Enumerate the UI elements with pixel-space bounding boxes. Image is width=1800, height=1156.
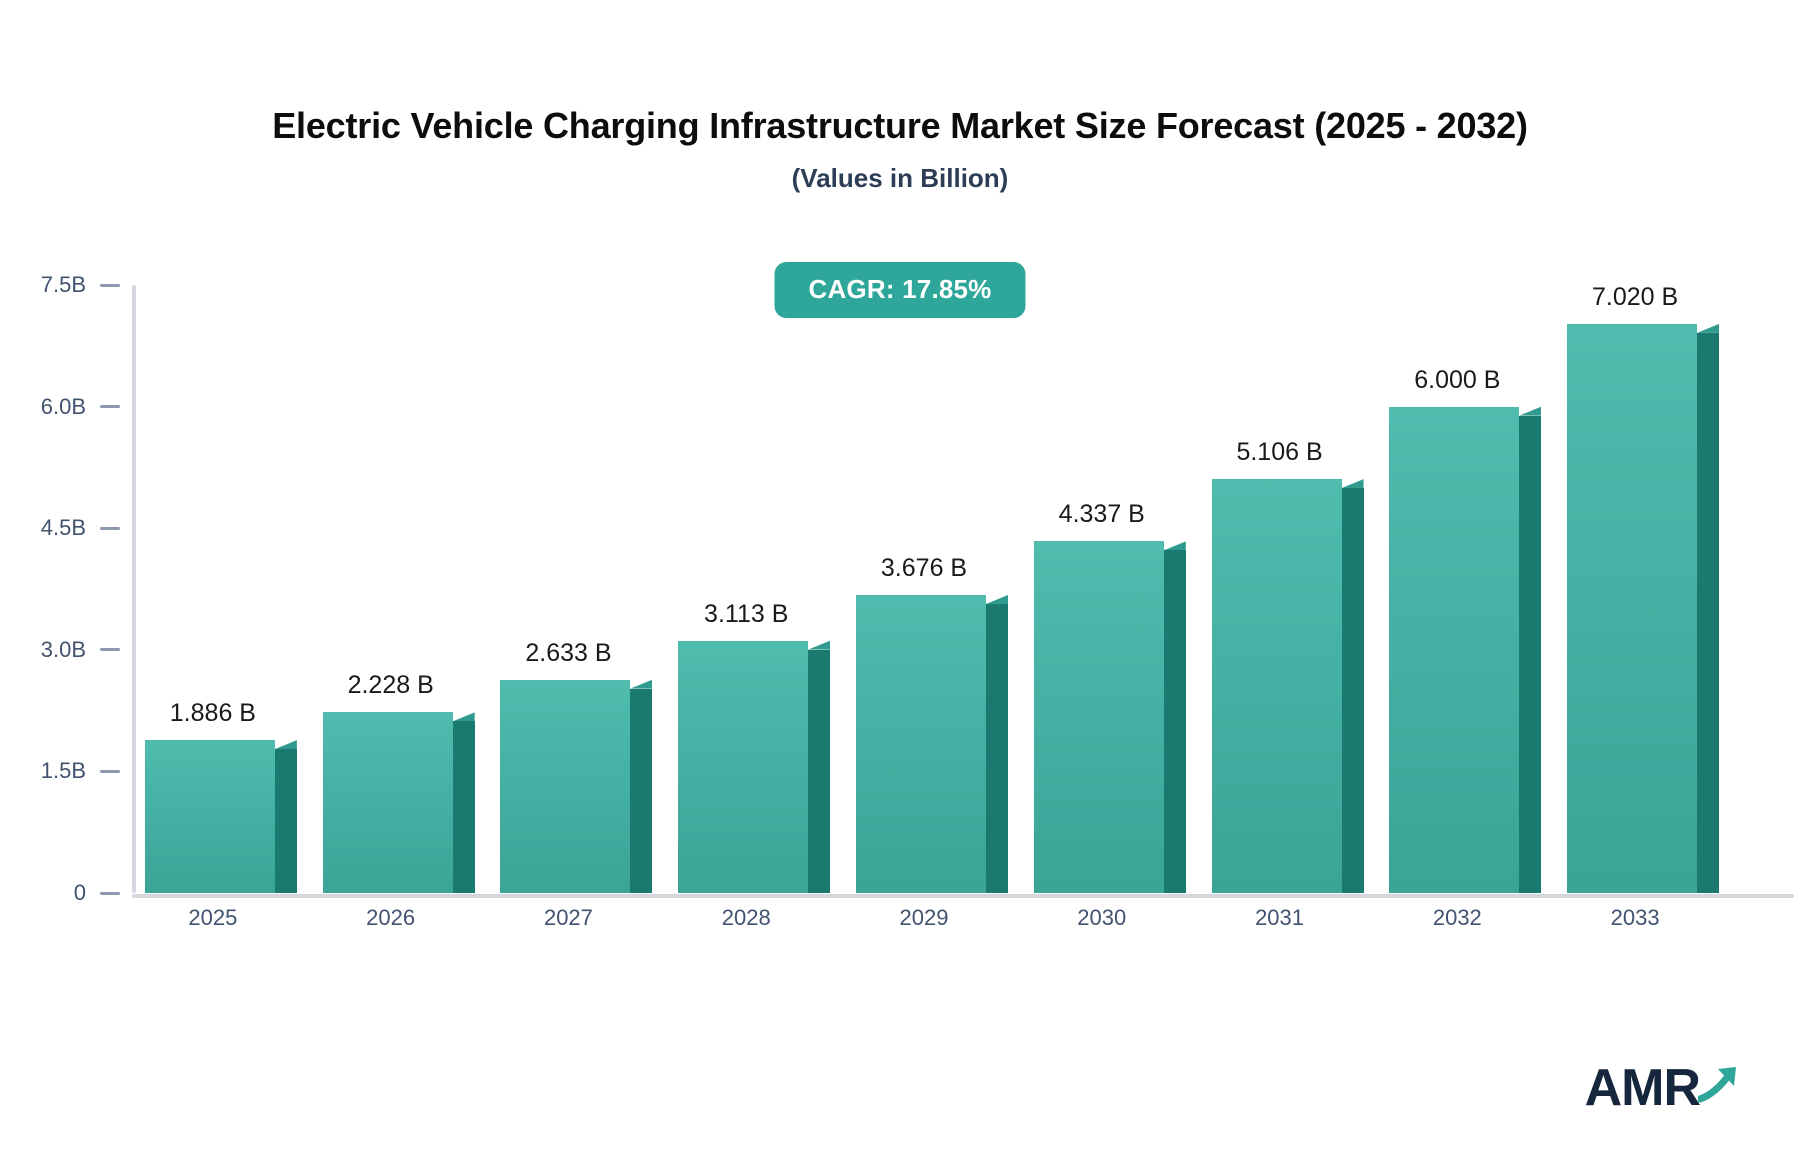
bar-top-face [1519, 406, 1542, 416]
y-axis-tick-dash [100, 405, 120, 409]
bar-shape [144, 740, 297, 893]
bar-side-face [630, 688, 653, 893]
bar-value-label: 2.228 B [347, 671, 434, 700]
bar-shape [856, 595, 1008, 893]
bar-item[interactable]: 2.228 B [322, 652, 475, 893]
x-axis-tick-label: 2029 [899, 905, 949, 930]
y-axis-tick-label: 7.5B [40, 272, 86, 297]
y-axis-tick: 3.0B [41, 637, 132, 663]
bar-top-face [1341, 479, 1364, 489]
x-axis-tick-label: 2032 [1432, 905, 1482, 930]
bar-front-face [1033, 541, 1164, 893]
bar-value-label: 6.000 B [1414, 365, 1501, 394]
y-axis-tick-dash [100, 648, 120, 652]
bar-shape [500, 679, 653, 893]
bar-shape [1033, 541, 1186, 893]
logo-text: AMR [1584, 1059, 1701, 1117]
bar-value-label: 2.633 B [525, 638, 612, 667]
bar-side-face [1519, 415, 1542, 893]
bar-top-face [452, 712, 475, 722]
x-axis-line [132, 894, 1794, 898]
x-axis-tick-label: 2025 [188, 905, 238, 930]
y-axis-tick-dash [100, 283, 120, 287]
x-axis-tick-label: 2033 [1610, 905, 1660, 930]
bar-item[interactable]: 3.113 B [678, 581, 831, 893]
bar-front-face [1389, 406, 1520, 893]
plot-area: 0 1.5B 3.0B 4.5B 6.0B 7.5B 1.886 B 2.228 B 2.63… [41, 272, 1794, 905]
x-axis-tick-label: 2030 [1077, 905, 1127, 930]
chart-subtitle: (Values in Billion) [791, 163, 1009, 194]
bar-side-face [1341, 488, 1364, 893]
bar-value-label: 5.106 B [1236, 438, 1323, 467]
bar-side-face [1697, 332, 1720, 893]
bar-front-face [1567, 323, 1698, 893]
y-axis-line [132, 285, 136, 893]
bar-side-face [808, 649, 831, 893]
y-axis-tick-dash [100, 769, 120, 773]
y-axis-tick-label: 4.5B [40, 515, 86, 541]
bar-front-face [1211, 479, 1342, 893]
x-axis-labels: 2025 2026 2027 2028 2029 2030 2031 2032 2033 [132, 905, 1732, 945]
bar-item[interactable]: 2.633 B [500, 620, 653, 893]
chart-header: Electric Vehicle Charging Infrastructure… [0, 104, 1800, 194]
bar-item[interactable]: 4.337 B [1033, 481, 1186, 893]
bar-shape [1211, 479, 1364, 893]
y-axis-tick-dash [100, 526, 120, 530]
bar-shape [1567, 323, 1720, 893]
bar-value-label: 4.337 B [1058, 500, 1145, 529]
y-axis-tick: 1.5B [41, 758, 132, 784]
y-axis-tick: 6.0B [41, 394, 132, 420]
bar-item[interactable]: 6.000 B [1389, 347, 1542, 893]
bar-side-face [274, 749, 297, 893]
bar-value-label: 7.020 B [1592, 282, 1679, 311]
y-axis-tick: 4.5B [41, 515, 132, 541]
bar-item[interactable]: 7.020 B [1567, 264, 1720, 893]
bar-side-face [452, 721, 475, 893]
bar-top-face [1163, 541, 1186, 551]
bar-side-face [986, 604, 1008, 893]
y-axis-tick-label: 3.0B [40, 636, 86, 662]
bar-front-face [144, 740, 275, 893]
y-axis-tick: 7.5B [41, 272, 132, 298]
x-axis-tick-label: 2031 [1255, 905, 1305, 930]
bar-item[interactable]: 1.886 B [144, 680, 297, 893]
chart-title: Electric Vehicle Charging Infrastructure… [272, 105, 1528, 146]
bar-front-face [322, 712, 453, 893]
bar-value-label: 1.886 B [169, 699, 256, 728]
bar-top-face [986, 595, 1008, 604]
y-axis-tick-dash [100, 891, 120, 895]
bar-shape [1389, 406, 1542, 893]
bar-top-face [808, 640, 831, 650]
bar-top-face [274, 740, 297, 750]
bar-top-face [630, 679, 653, 689]
y-axis-tick-label: 6.0B [40, 393, 86, 419]
y-axis-tick: 0 [74, 880, 132, 906]
x-axis-tick-label: 2028 [721, 905, 771, 930]
bar-item[interactable]: 3.676 B [856, 535, 1008, 893]
bar-shape [322, 712, 475, 893]
amr-logo: AMR [1585, 1062, 1742, 1114]
trend-arrow-icon [1696, 1065, 1742, 1110]
bar-top-face [1697, 323, 1720, 333]
bar-front-face [500, 679, 631, 893]
bar-value-label: 3.113 B [704, 599, 789, 628]
x-axis-tick-label: 2027 [543, 905, 593, 930]
x-axis-tick-label: 2026 [366, 905, 416, 930]
bar-shape [678, 640, 831, 893]
bar-item[interactable]: 5.106 B [1211, 419, 1364, 893]
y-axis-tick-label: 1.5B [40, 758, 86, 784]
bar-front-face [856, 595, 986, 893]
y-axis-tick-label: 0 [73, 880, 86, 905]
bar-value-label: 3.676 B [880, 554, 968, 582]
bar-side-face [1163, 550, 1186, 893]
bar-front-face [678, 640, 809, 893]
bar-series: 1.886 B 2.228 B 2.633 B 3.113 B 3.676 B 4.337… [132, 283, 1732, 893]
cagr-badge: CAGR: 17.85% [774, 262, 1026, 318]
